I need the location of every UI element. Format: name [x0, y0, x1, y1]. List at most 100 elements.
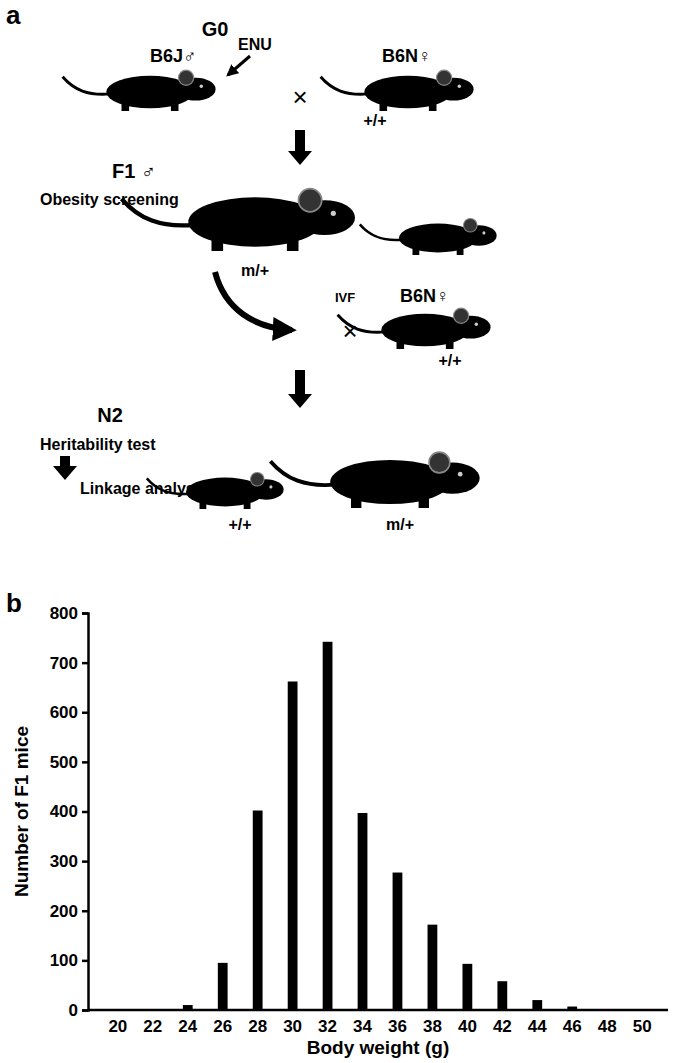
tick-label: 300	[50, 852, 78, 871]
mouse-icon	[360, 218, 497, 255]
tick-label: 50	[633, 1017, 652, 1036]
mouse-ear	[454, 308, 469, 323]
tick-label: 100	[50, 951, 78, 970]
mouse-eye	[458, 85, 461, 88]
tick-label: 42	[493, 1017, 512, 1036]
bar	[358, 813, 368, 1010]
label: IVF	[335, 290, 355, 305]
tick: 44	[528, 1017, 547, 1036]
arrow	[288, 370, 312, 408]
tick-label: 44	[528, 1017, 547, 1036]
bar	[253, 811, 263, 1010]
mouse-ear	[251, 472, 265, 486]
mouse-icon	[338, 308, 491, 349]
plot-area	[183, 642, 577, 1010]
bar	[497, 981, 507, 1010]
tick-mark	[82, 761, 88, 764]
tick-mark	[82, 960, 88, 963]
tick-label: 400	[50, 802, 78, 821]
mouse-eye	[331, 211, 336, 216]
label: ×	[292, 82, 307, 112]
tick-label: 800	[50, 604, 78, 623]
mouse-icon	[63, 70, 216, 111]
bar	[393, 873, 403, 1010]
label: Number of F1 mice	[11, 726, 32, 897]
tick: 32	[318, 1017, 337, 1036]
tick: 42	[493, 1017, 512, 1036]
mouse-tail	[63, 77, 111, 94]
tick-label: 32	[318, 1017, 337, 1036]
mouse-eye	[200, 85, 203, 88]
y-axis: 0100200300400500600700800	[50, 604, 89, 1020]
tick: 100	[50, 951, 88, 970]
figure: aG0B6J♂ENU×B6N♀+/+F1 ♂Obesity screeningm…	[0, 0, 675, 1063]
tick-label: 24	[178, 1017, 197, 1036]
label: N2	[97, 404, 123, 426]
bar	[323, 642, 333, 1010]
label: +/+	[438, 352, 461, 369]
mouse-tail	[122, 199, 194, 226]
tick: 26	[213, 1017, 232, 1036]
tick-mark	[82, 662, 88, 665]
arrow	[215, 272, 292, 330]
label: B6J♂	[150, 46, 197, 66]
bar	[462, 964, 472, 1010]
tick-label: 500	[50, 753, 78, 772]
mouse-ear	[464, 218, 478, 232]
tick-label: 30	[283, 1017, 302, 1036]
x-axis: 20222426283032343638404244464850	[88, 1010, 668, 1036]
tick: 22	[143, 1017, 162, 1036]
tick-mark	[82, 811, 88, 814]
tick-mark	[82, 910, 88, 913]
label: Obesity screening	[40, 191, 179, 208]
tick: 700	[50, 654, 88, 673]
tick-label: 46	[563, 1017, 582, 1036]
axis-line	[82, 614, 89, 1011]
tick-label: 0	[69, 1001, 78, 1020]
tick: 48	[598, 1017, 617, 1036]
tick-label: 38	[423, 1017, 442, 1036]
tick-label: 20	[108, 1017, 127, 1036]
tick-label: 34	[353, 1017, 372, 1036]
arrow	[228, 56, 250, 75]
tick: 34	[353, 1017, 372, 1036]
label: B6N♀	[400, 286, 450, 306]
tick-label: 700	[50, 654, 78, 673]
mouse-icon	[122, 189, 355, 251]
tick: 28	[248, 1017, 267, 1036]
label: +/+	[363, 112, 386, 129]
bar	[428, 925, 438, 1010]
tick: 24	[178, 1017, 197, 1036]
tick-mark	[82, 1009, 88, 1012]
tick: 38	[423, 1017, 442, 1036]
tick-label: 28	[248, 1017, 267, 1036]
arrow	[53, 456, 77, 480]
tick: 20	[108, 1017, 127, 1036]
mouse-icon	[270, 452, 479, 508]
mouse-tail	[360, 224, 403, 240]
label: +/+	[228, 516, 251, 533]
mouse-tail	[338, 315, 386, 332]
bar	[532, 1000, 542, 1010]
tick-label: 26	[213, 1017, 232, 1036]
tick: 300	[50, 852, 88, 871]
panel-a: aG0B6J♂ENU×B6N♀+/+F1 ♂Obesity screeningm…	[6, 0, 497, 533]
tick: 46	[563, 1017, 582, 1036]
mouse-tail	[321, 77, 369, 94]
arrow	[288, 130, 312, 165]
tick-label: 600	[50, 703, 78, 722]
mouse-eye	[269, 485, 272, 488]
axis-line	[88, 1009, 668, 1012]
mouse-eye	[458, 472, 463, 477]
mouse-ear	[299, 189, 322, 212]
tick: 0	[69, 1001, 88, 1020]
label: a	[6, 0, 21, 30]
tick-label: 40	[458, 1017, 477, 1036]
tick: 40	[458, 1017, 477, 1036]
tick-label: 22	[143, 1017, 162, 1036]
panel-b: b010020030040050060070080020222426283032…	[6, 588, 668, 1058]
tick-mark	[82, 860, 88, 863]
mouse-icon	[147, 472, 284, 509]
label: Heritability test	[40, 436, 156, 453]
label: ENU	[238, 36, 272, 53]
